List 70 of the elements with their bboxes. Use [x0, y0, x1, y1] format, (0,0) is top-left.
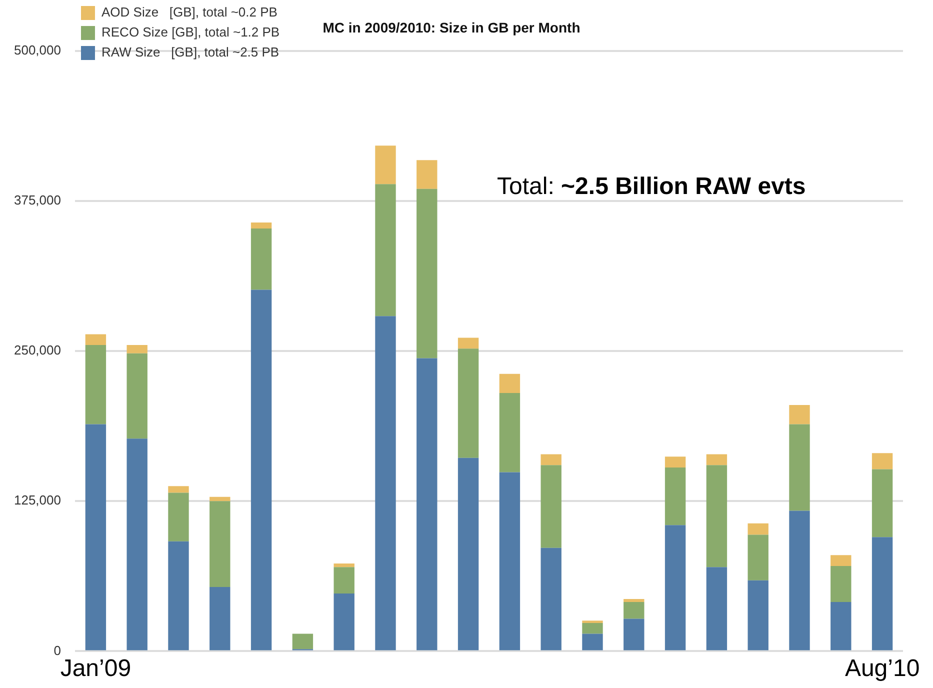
x-tick-label: Aug’10 — [844, 655, 920, 682]
annotation: ~2.5 Billion RAW evts — [561, 173, 806, 200]
bar — [789, 424, 810, 511]
bar — [499, 472, 520, 650]
bar — [748, 523, 768, 535]
bar — [830, 555, 852, 566]
bar — [416, 188, 438, 358]
bar — [540, 465, 562, 548]
bar — [706, 567, 728, 650]
bar — [334, 567, 354, 594]
y-tick-label: 0 — [54, 642, 61, 658]
bar — [416, 160, 438, 189]
bar — [582, 622, 603, 634]
bar — [872, 537, 893, 650]
bar — [168, 486, 189, 493]
bar — [706, 454, 728, 466]
bar — [126, 438, 148, 650]
bar — [830, 602, 852, 650]
bar — [789, 405, 810, 424]
legend-label: RAW Size [GB], total ~2.5 PB — [101, 44, 280, 60]
bar — [334, 564, 354, 568]
bar — [126, 344, 148, 354]
y-tick-label: 500,000 — [14, 42, 61, 58]
bar — [334, 594, 354, 650]
y-tick-label: 125,000 — [14, 492, 61, 508]
bar — [416, 358, 438, 650]
bar — [540, 454, 562, 466]
bar — [830, 566, 852, 602]
bar — [458, 348, 479, 458]
bar — [375, 316, 396, 650]
bar — [664, 467, 686, 526]
bar — [706, 465, 728, 568]
bar — [458, 458, 479, 650]
bar — [168, 492, 189, 542]
y-tick-label: 375,000 — [14, 192, 61, 208]
bar — [85, 344, 106, 424]
bar — [872, 469, 893, 538]
x-tick-label: Jan’09 — [60, 655, 132, 682]
bar — [375, 146, 396, 184]
bar — [664, 525, 686, 650]
bar — [250, 222, 272, 229]
bar — [210, 496, 230, 502]
bar — [748, 580, 768, 650]
bar — [624, 598, 644, 602]
bar — [210, 586, 230, 650]
bar — [292, 634, 314, 650]
legend-label: AOD Size [GB], total ~0.2 PB — [101, 4, 278, 20]
bar — [540, 548, 562, 650]
bar — [458, 338, 479, 349]
bar — [624, 618, 644, 650]
bar — [499, 393, 520, 472]
legend-label: RECO Size [GB], total ~1.2 PB — [101, 24, 280, 40]
bar — [250, 228, 272, 290]
bar — [375, 184, 396, 316]
bar — [872, 453, 893, 470]
bar — [499, 374, 520, 394]
bar — [85, 424, 106, 650]
bar — [789, 510, 810, 650]
bar — [126, 353, 148, 439]
bar — [210, 501, 230, 587]
y-tick-label: 250,000 — [14, 342, 61, 358]
bar — [85, 334, 106, 345]
bar — [168, 541, 189, 650]
bar — [624, 602, 644, 619]
annotation: Total: — [497, 173, 562, 200]
bar — [582, 634, 603, 650]
chart-title: MC in 2009/2010: Size in GB per Month — [322, 19, 580, 36]
bar — [748, 534, 768, 580]
bar — [250, 290, 272, 650]
bar — [664, 456, 686, 468]
